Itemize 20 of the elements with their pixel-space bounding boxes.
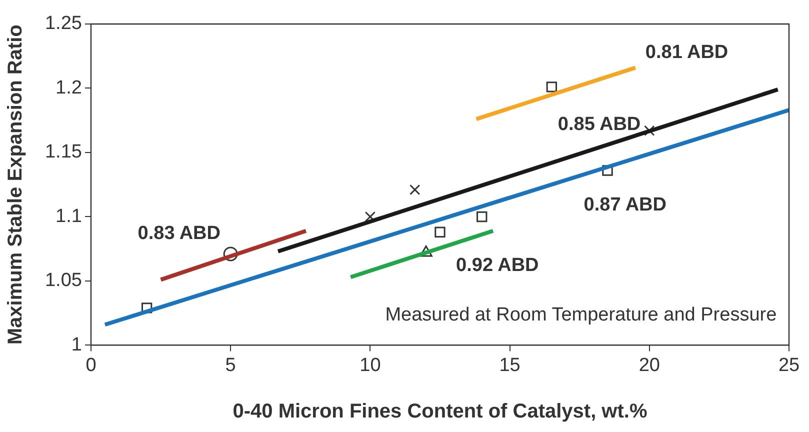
series-label: 0.92 ABD [456,255,539,276]
series-label: 0.85 ABD [558,114,641,135]
series-label: 0.81 ABD [645,42,728,63]
x-tick-label: 25 [778,354,800,376]
y-tick-label: 1.05 [44,270,82,292]
x-tick-label: 5 [225,354,236,376]
series-label: 0.83 ABD [138,222,220,244]
y-tick-label: 1.15 [44,142,82,163]
y-tick-label: 1.2 [56,77,82,98]
series-label: 0.87 ABD [584,194,666,216]
annotation: Measured at Room Temperature and Pressure [385,304,777,326]
y-axis-title: Maximum Stable Expansion Ratio [4,24,27,345]
x-tick-label: 20 [638,354,660,376]
x-tick-label: 10 [360,354,381,376]
x-tick-label: 15 [499,354,520,376]
y-tick-label: 1.25 [44,13,82,34]
x-tick-label: 0 [86,354,96,376]
y-tick-label: 1.1 [56,206,82,227]
x-axis-title: 0-40 Micron Fines Content of Catalyst, wt.% [232,400,648,423]
y-tick-label: 1 [71,334,82,356]
